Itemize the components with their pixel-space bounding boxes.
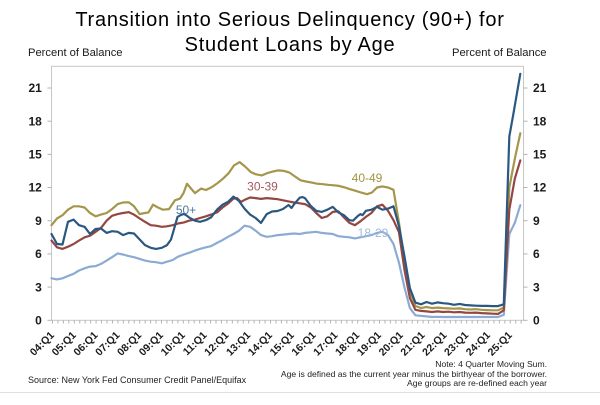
svg-text:9: 9: [533, 214, 540, 228]
svg-text:15: 15: [28, 148, 42, 162]
svg-text:6: 6: [35, 247, 42, 261]
svg-text:0: 0: [533, 314, 540, 328]
svg-text:18: 18: [533, 114, 547, 128]
svg-text:50+: 50+: [176, 203, 196, 217]
svg-text:40-49: 40-49: [352, 171, 383, 185]
svg-text:12: 12: [533, 181, 547, 195]
svg-text:18-29: 18-29: [358, 226, 389, 240]
svg-text:12: 12: [28, 181, 42, 195]
svg-text:6: 6: [533, 247, 540, 261]
svg-text:21: 21: [533, 81, 547, 95]
svg-text:30-39: 30-39: [247, 180, 278, 194]
svg-text:18: 18: [28, 114, 42, 128]
svg-text:15: 15: [533, 148, 547, 162]
svg-text:9: 9: [35, 214, 42, 228]
svg-text:3: 3: [533, 280, 540, 294]
svg-text:0: 0: [35, 314, 42, 328]
svg-text:21: 21: [28, 81, 42, 95]
svg-text:3: 3: [35, 280, 42, 294]
